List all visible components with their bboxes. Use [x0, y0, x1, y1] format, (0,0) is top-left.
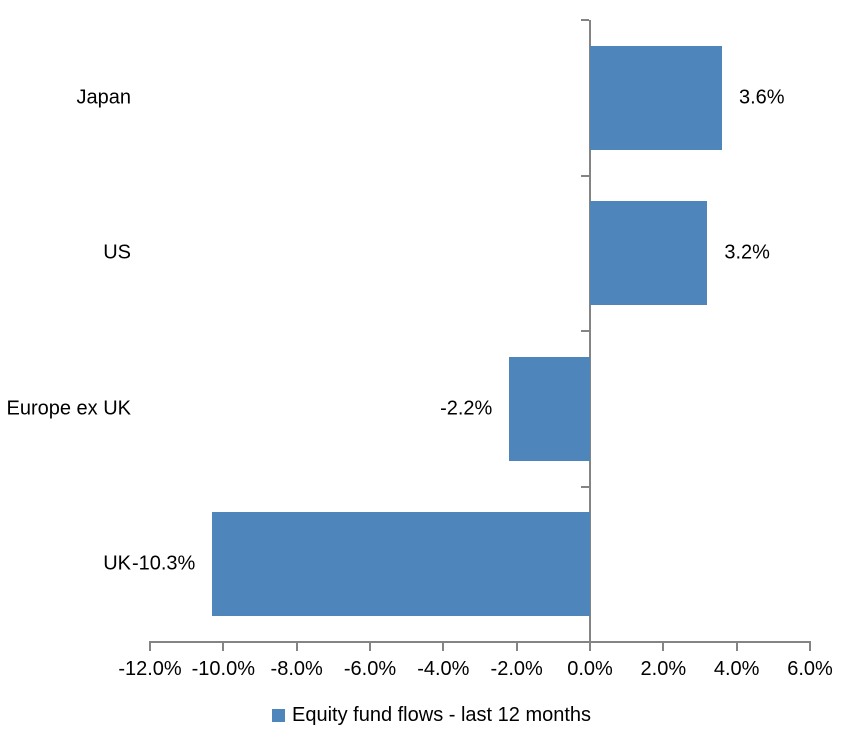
category-label-uk: UK: [103, 552, 131, 575]
category-axis-tick: [581, 641, 589, 643]
x-axis-tick: [222, 643, 225, 651]
category-axis-tick: [581, 330, 589, 332]
x-tick-label: -2.0%: [490, 658, 543, 680]
value-label-uk: -10.3%: [131, 552, 196, 575]
x-axis-tick: [369, 643, 371, 651]
category-axis-tick: [581, 485, 589, 488]
value-label-japan: 3.6%: [739, 86, 785, 109]
value-label-us: 3.2%: [724, 241, 770, 264]
bar-uk: [212, 512, 590, 617]
category-label-europe-ex-uk: Europe ex UK: [6, 397, 131, 420]
x-tick-label: 4.0%: [713, 658, 760, 680]
value-label-europe-ex-uk: -2.2%: [440, 397, 493, 420]
x-tick-label: 2.0%: [640, 658, 687, 680]
legend-series-swatch: [272, 709, 285, 722]
x-tick-label: -10.0%: [191, 658, 256, 680]
x-axis-tick: [589, 643, 591, 651]
x-axis-tick: [149, 643, 151, 651]
x-axis-tick: [295, 643, 298, 651]
bar-japan: [590, 45, 722, 150]
category-label-japan: Japan: [76, 86, 132, 109]
legend: Equity fund flows - last 12 months: [272, 704, 591, 727]
x-tick-label: -8.0%: [270, 658, 323, 680]
x-tick-label: 0.0%: [567, 658, 613, 680]
legend-series-label: Equity fund flows - last 12 months: [292, 704, 592, 726]
x-axis-tick: [735, 643, 738, 651]
x-tick-label: 6.0%: [787, 658, 833, 680]
x-tick-label: -12.0%: [118, 658, 182, 680]
x-tick-label: -6.0%: [343, 658, 397, 680]
x-axis-tick: [515, 643, 518, 651]
x-axis-line: [149, 641, 811, 643]
x-axis-tick: [809, 643, 811, 651]
category-axis-tick: [581, 174, 589, 177]
category-label-us: US: [103, 241, 131, 264]
x-tick-label: -4.0%: [417, 658, 470, 680]
x-axis-tick: [442, 643, 445, 651]
x-axis-tick: [662, 643, 665, 651]
category-axis-tick: [581, 19, 589, 21]
bar-europe-ex-uk: [509, 356, 590, 461]
bar-us: [590, 201, 708, 306]
value-axis-line: [589, 20, 591, 642]
